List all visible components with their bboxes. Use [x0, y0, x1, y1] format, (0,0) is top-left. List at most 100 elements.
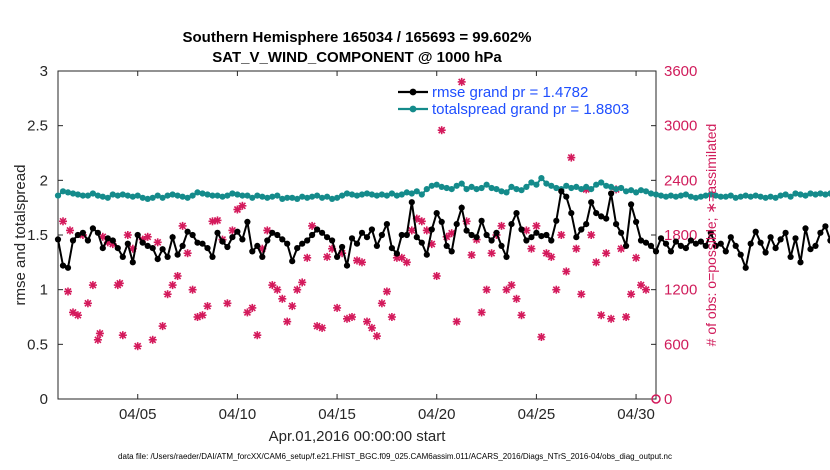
obs-assimilated-point [283, 317, 292, 326]
obs-assimilated-point [552, 285, 561, 294]
series-point [767, 234, 774, 241]
series-point [493, 186, 500, 193]
series-point [99, 245, 106, 252]
series-point [289, 258, 296, 265]
obs-asterisk-stroke [223, 299, 231, 307]
obs-asterisk-stroke [189, 286, 197, 294]
right-y-tick-label: 0 [664, 391, 672, 408]
obs-assimilated-point [59, 217, 67, 226]
obs-asterisk-stroke [119, 331, 127, 339]
series-point [742, 192, 749, 199]
series-point [299, 193, 306, 200]
series-point [712, 242, 719, 249]
obs-asterisk-stroke [622, 313, 630, 321]
series-point [254, 242, 261, 249]
series-point [353, 240, 361, 247]
y-tick-label: 0 [40, 391, 48, 408]
obs-assimilated-point [198, 311, 207, 320]
series-point [687, 193, 695, 200]
series-point [214, 192, 221, 199]
obs-assimilated-point [607, 314, 616, 323]
obs-asterisk-stroke [208, 217, 217, 225]
legend-spread-marker [409, 105, 417, 113]
obs-assimilated-point [183, 249, 192, 258]
series-point [618, 184, 625, 192]
obs-assimilated-point [597, 311, 606, 320]
series-point [139, 239, 146, 246]
series-point [453, 221, 460, 228]
obs-assimilated-point [642, 285, 650, 294]
obs-asterisk-stroke [308, 222, 316, 230]
series-point [458, 180, 465, 187]
series-point [64, 189, 72, 196]
obs-asterisk-stroke [587, 231, 595, 239]
series-point [164, 192, 171, 199]
series-point [413, 188, 420, 195]
obs-asterisk-stroke [378, 299, 386, 307]
series-point [518, 187, 525, 194]
series-point [124, 192, 131, 199]
series-point [403, 189, 410, 196]
obs-assimilated-point [537, 333, 546, 341]
series-point [727, 234, 734, 241]
series-point [194, 189, 201, 196]
series-point [363, 234, 371, 241]
obs-asterisk-stroke [497, 222, 506, 230]
series-point [588, 186, 595, 193]
obs-asterisk-stroke [124, 231, 132, 239]
obs-asterisk-stroke [527, 245, 535, 253]
series-point [662, 193, 670, 200]
series-point [702, 242, 709, 249]
series-point [413, 234, 420, 241]
series-point [134, 231, 141, 239]
series-point [383, 192, 390, 199]
series-point [523, 237, 530, 244]
series-point [418, 191, 425, 198]
series-point [84, 192, 91, 199]
series-point [772, 245, 779, 252]
series-point [797, 191, 804, 198]
series-point [553, 217, 560, 224]
right-y-tick-label: 2400 [664, 172, 697, 189]
series-point [458, 204, 465, 211]
series-point [149, 245, 156, 252]
series-point [598, 213, 605, 220]
obs-assimilated-point [532, 221, 541, 230]
obs-assimilated-point [562, 267, 571, 276]
obs-assimilated-point [587, 231, 596, 239]
ticks-layer: 00.511.522.5306001200180024003000360004/… [27, 63, 697, 423]
series-point [244, 192, 251, 199]
series-point [94, 229, 101, 236]
series-point [249, 194, 256, 201]
obs-asterisk-stroke [288, 302, 296, 310]
obs-asterisk-stroke [69, 308, 77, 316]
obs-asterisk-stroke [483, 286, 491, 294]
series-point [84, 237, 91, 244]
obs-assimilated-point [348, 313, 356, 321]
series-point [792, 235, 799, 242]
series-point [229, 190, 236, 197]
series-point [637, 237, 645, 244]
y-axis-label: rmse and totalspread [12, 165, 29, 306]
obs-assimilated-point [148, 335, 157, 344]
obs-assimilated-point [632, 253, 641, 262]
obs-assimilated-point [417, 217, 426, 226]
chart-subtitle: SAT_V_WIND_COMPONENT @ 1000 hPa [212, 49, 502, 66]
series-point [398, 191, 405, 198]
series-point [528, 234, 535, 241]
series-point [757, 193, 764, 200]
rmse-series [54, 188, 830, 272]
obs-asterisk-stroke [74, 311, 82, 319]
series-point [438, 218, 445, 225]
obs-asterisk-stroke [213, 216, 222, 224]
series-point [368, 191, 375, 198]
obs-asterisk-stroke [607, 315, 615, 323]
obs-asterisk-stroke [348, 313, 356, 321]
obs-assimilated-point [382, 287, 391, 296]
obs-asterisk-stroke [592, 258, 600, 266]
chart-title: Southern Hemisphere 165034 / 165693 = 99… [183, 29, 532, 46]
obs-asterisk-stroke [253, 331, 261, 339]
legend-rmse-label: rmse grand pr = 1.4782 [432, 84, 588, 101]
series-point [533, 181, 540, 188]
obs-assimilated-point [115, 279, 124, 288]
